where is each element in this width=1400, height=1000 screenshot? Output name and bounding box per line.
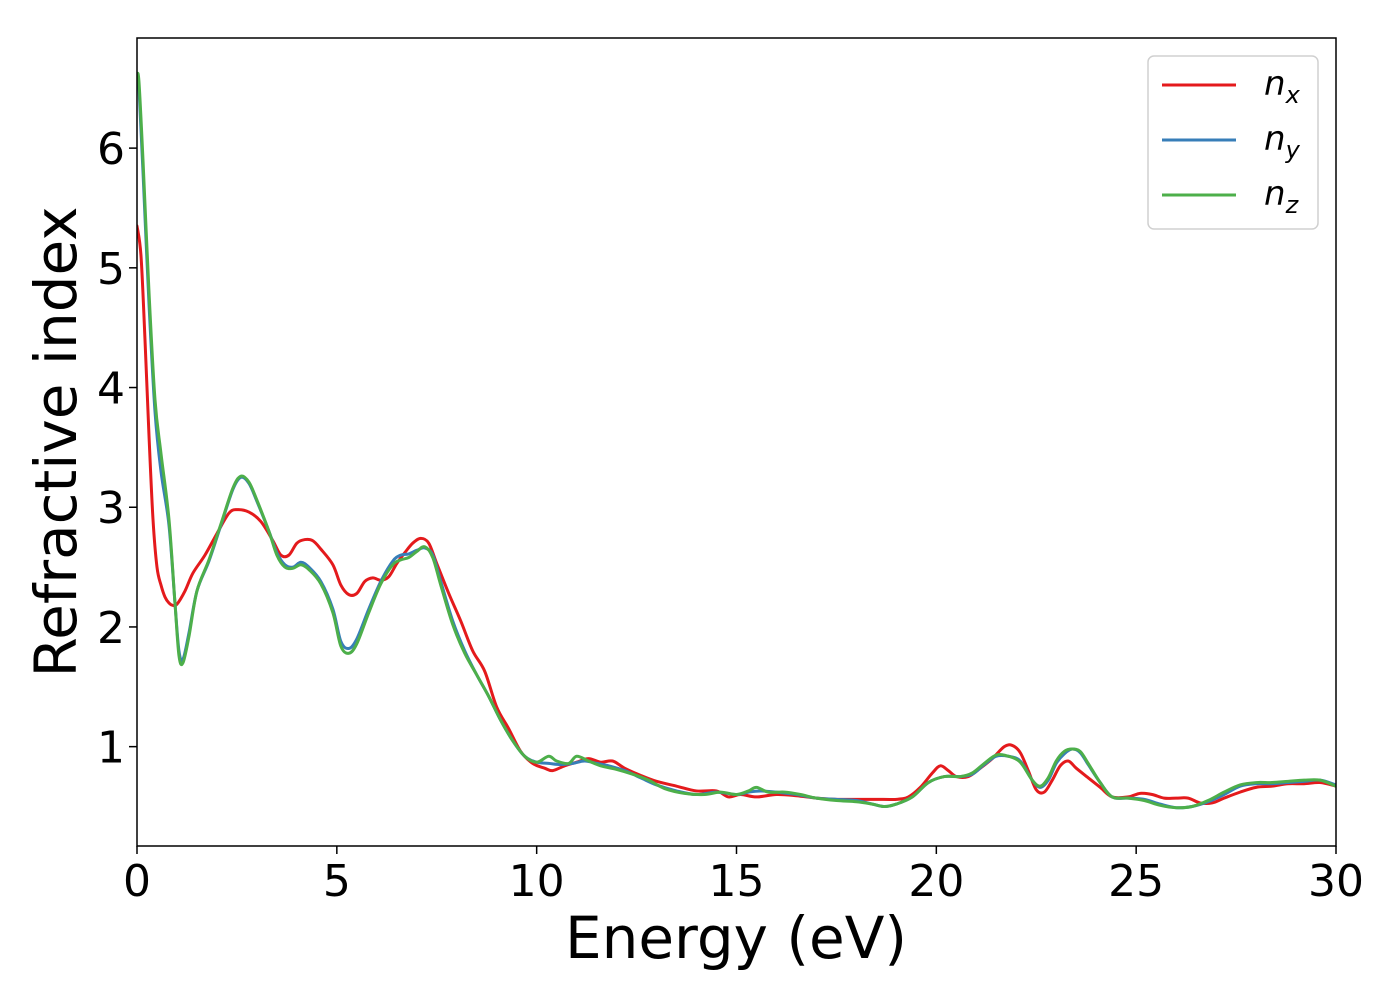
legend-label-z: nz (1264, 174, 1300, 219)
y-tick-label: 1 (97, 723, 125, 774)
y-axis-ticks: 1 2 3 4 5 6 (97, 124, 137, 774)
legend-label-x: nx (1264, 64, 1301, 109)
x-tick-label: 20 (908, 856, 964, 907)
x-tick-label: 5 (323, 856, 351, 907)
series-line-z (137, 71, 1336, 810)
x-tick-label: 25 (1108, 856, 1164, 907)
legend: nx ny nz (1147, 55, 1319, 230)
y-axis-label: Refractive index (22, 206, 90, 677)
x-tick-label: 0 (123, 856, 151, 907)
x-tick-label: 30 (1308, 856, 1364, 907)
x-tick-label: 15 (709, 856, 765, 907)
y-tick-label: 4 (97, 364, 125, 415)
y-tick-label: 6 (97, 124, 125, 175)
legend-label-y: ny (1264, 119, 1301, 164)
y-tick-label: 3 (97, 483, 125, 534)
x-axis-label: Energy (eV) (565, 904, 907, 972)
x-tick-label: 10 (509, 856, 565, 907)
series-layer (137, 71, 1336, 810)
series-line-x (137, 224, 1336, 806)
y-tick-label: 2 (97, 603, 125, 654)
legend-box (1147, 55, 1319, 230)
y-tick-label: 5 (97, 244, 125, 295)
x-axis-ticks: 0 5 10 15 20 25 30 (123, 846, 1364, 907)
